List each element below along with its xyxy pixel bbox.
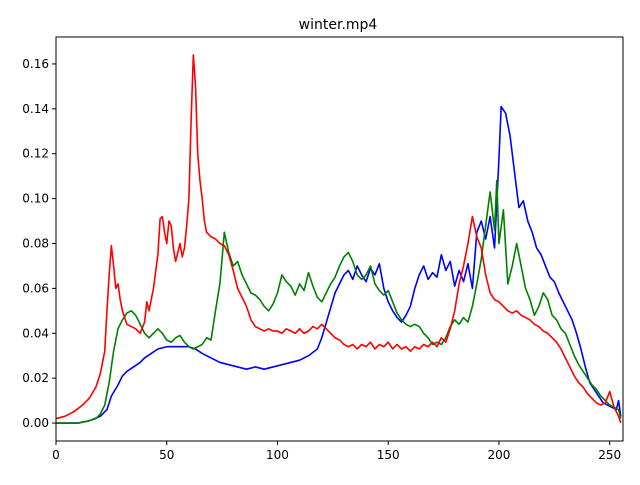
chart-title: winter.mp4 [299, 17, 378, 33]
plot-frame [55, 36, 624, 442]
y-tick-label: 0.04 [22, 326, 49, 340]
x-tick-label: 0 [52, 448, 60, 462]
x-tick-label: 100 [266, 448, 289, 462]
y-tick-label: 0.00 [22, 416, 49, 430]
y-tick-label: 0.08 [22, 236, 49, 250]
y-tick-label: 0.10 [22, 192, 49, 206]
y-tick-label: 0.06 [22, 281, 49, 295]
series-line-1 [56, 105, 622, 424]
y-tick-label: 0.14 [22, 102, 49, 116]
x-tick-label: 250 [598, 448, 621, 462]
series-line-3 [55, 54, 622, 424]
y-tick-label: 0.16 [22, 57, 49, 71]
x-tick-label: 200 [488, 448, 511, 462]
y-tick-label: 0.12 [22, 147, 49, 161]
y-tick-label: 0.02 [22, 371, 49, 385]
x-tick-label: 150 [377, 448, 400, 462]
series-line-2 [56, 179, 622, 424]
x-tick-label: 50 [159, 448, 174, 462]
